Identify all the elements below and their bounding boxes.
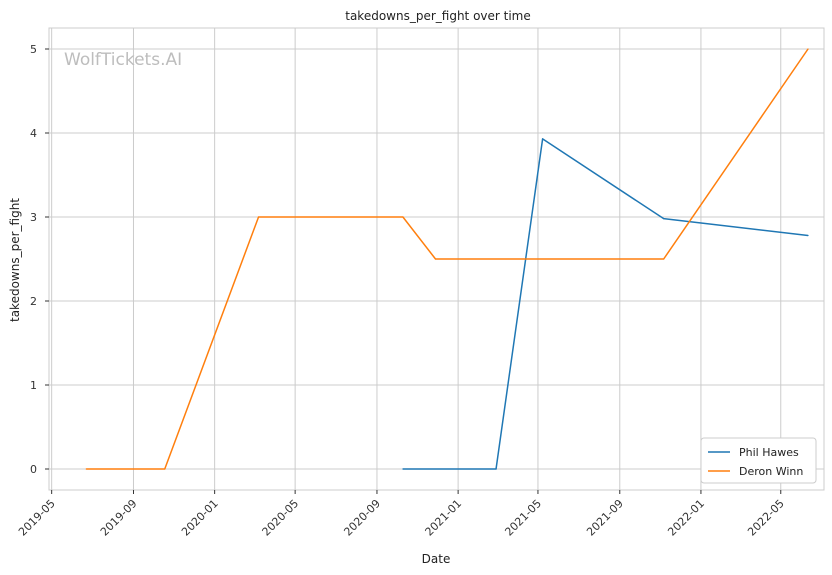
x-axis-label: Date [422,552,451,566]
x-tick-label: 2022-05 [745,497,787,539]
series-line-deron-winn [86,48,809,470]
data-point-phil-hawes [495,468,497,470]
chart-title: takedowns_per_fight over time [345,9,531,23]
x-tick-labels: 2019-05 2019-09 2020-01 2020-05 2020-09 2021-… [16,490,787,539]
x-tick-label: 2021-09 [584,497,626,539]
data-point-phil-hawes [542,138,544,140]
data-point-deron-winn [402,216,404,218]
data-point-deron-winn [85,468,87,470]
y-tick-label: 5 [30,43,37,56]
series-line-phil-hawes [402,138,809,470]
data-point-phil-hawes [663,218,665,220]
legend-label-deron-winn: Deron Winn [739,465,803,478]
x-tick-label: 2020-05 [260,497,302,539]
y-axis-label: takedowns_per_fight [8,198,22,322]
x-tick-label: 2021-05 [502,497,544,539]
x-tick-label: 2021-01 [423,497,465,539]
legend-label-phil-hawes: Phil Hawes [739,446,799,459]
x-tick-label: 2019-09 [98,497,140,539]
y-tick-label: 4 [30,127,37,140]
x-tick-label: 2020-01 [179,497,221,539]
data-point-deron-winn [257,216,260,218]
data-point-deron-winn [663,258,665,260]
data-point-deron-winn [164,468,166,470]
legend: Phil Hawes Deron Winn [700,437,817,484]
x-tick-label: 2022-01 [665,497,707,539]
y-tick-labels: 0 1 2 3 4 5 [30,43,49,476]
data-point-phil-hawes [402,468,404,470]
y-tick-label: 3 [30,211,37,224]
x-tick-label: 2020-09 [341,497,383,539]
x-tick-label: 2019-05 [16,497,58,539]
y-tick-label: 0 [30,463,37,476]
watermark: WolfTickets.AI [64,50,182,70]
data-point-phil-hawes [807,234,809,237]
y-tick-label: 1 [30,379,37,392]
series-layer [85,48,809,470]
series-phil-hawes [402,138,809,470]
series-deron-winn [85,48,809,470]
y-tick-label: 2 [30,295,37,308]
plot-frame [48,27,825,491]
data-point-deron-winn [807,48,809,50]
data-point-deron-winn [434,258,437,260]
